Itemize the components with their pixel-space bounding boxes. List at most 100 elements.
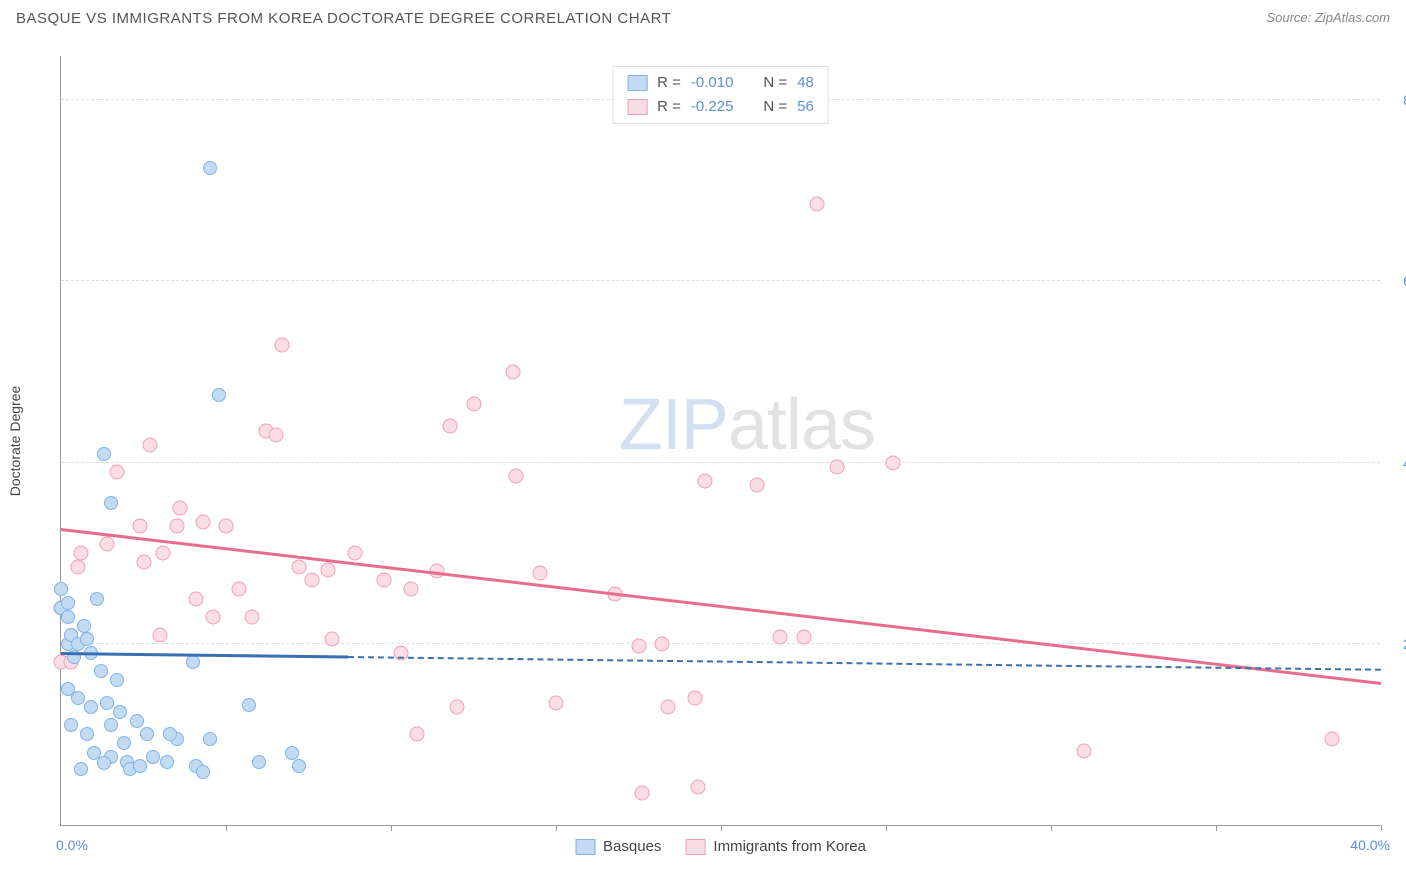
scatter-point-korea <box>169 519 184 534</box>
scatter-point-korea <box>1077 743 1092 758</box>
x-tick <box>1216 825 1217 831</box>
scatter-point-basques <box>133 759 147 773</box>
scatter-point-basques <box>61 610 75 624</box>
x-tick <box>556 825 557 831</box>
swatch-korea <box>627 99 647 115</box>
plot-area: ZIPatlas R = -0.010 N = 48 R = -0.225 N … <box>60 56 1380 826</box>
x-tick <box>391 825 392 831</box>
scatter-point-korea <box>291 559 306 574</box>
scatter-point-korea <box>450 700 465 715</box>
scatter-point-basques <box>104 496 118 510</box>
legend-row-korea: R = -0.225 N = 56 <box>627 95 814 119</box>
scatter-point-korea <box>697 473 712 488</box>
swatch-basques-icon <box>575 839 595 855</box>
scatter-point-korea <box>532 566 547 581</box>
scatter-point-basques <box>130 714 144 728</box>
scatter-point-basques <box>97 756 111 770</box>
scatter-point-basques <box>292 759 306 773</box>
scatter-point-basques <box>196 765 210 779</box>
swatch-basques <box>627 75 647 91</box>
scatter-point-korea <box>189 591 204 606</box>
x-tick <box>1381 825 1382 831</box>
scatter-point-korea <box>796 629 811 644</box>
scatter-point-basques <box>160 755 174 769</box>
scatter-point-korea <box>403 582 418 597</box>
scatter-point-korea <box>809 197 824 212</box>
scatter-point-basques <box>113 705 127 719</box>
scatter-point-basques <box>54 582 68 596</box>
scatter-point-korea <box>321 562 336 577</box>
scatter-point-basques <box>242 698 256 712</box>
scatter-point-korea <box>654 636 669 651</box>
legend-statistics: R = -0.010 N = 48 R = -0.225 N = 56 <box>612 66 829 124</box>
scatter-point-basques <box>61 596 75 610</box>
scatter-point-korea <box>110 464 125 479</box>
scatter-point-korea <box>172 500 187 515</box>
scatter-point-basques <box>97 447 111 461</box>
scatter-point-basques <box>90 592 104 606</box>
scatter-point-basques <box>203 732 217 746</box>
gridline <box>61 280 1380 281</box>
trendline-basques-solid <box>61 652 348 658</box>
scatter-point-basques <box>84 700 98 714</box>
scatter-point-basques <box>252 755 266 769</box>
scatter-point-korea <box>631 638 646 653</box>
scatter-point-basques <box>74 762 88 776</box>
scatter-point-basques <box>117 736 131 750</box>
x-min-label: 0.0% <box>56 837 88 853</box>
scatter-point-basques <box>163 727 177 741</box>
scatter-point-korea <box>885 455 900 470</box>
scatter-point-basques <box>285 746 299 760</box>
scatter-point-korea <box>466 396 481 411</box>
gridline <box>61 643 1380 644</box>
scatter-point-korea <box>410 727 425 742</box>
scatter-point-basques <box>212 388 226 402</box>
scatter-point-korea <box>690 779 705 794</box>
scatter-point-basques <box>110 673 124 687</box>
scatter-point-basques <box>80 727 94 741</box>
scatter-point-korea <box>506 365 521 380</box>
scatter-point-korea <box>156 546 171 561</box>
scatter-point-basques <box>104 718 118 732</box>
scatter-point-basques <box>140 727 154 741</box>
scatter-point-basques <box>146 750 160 764</box>
scatter-point-korea <box>133 519 148 534</box>
scatter-point-korea <box>304 573 319 588</box>
scatter-point-basques <box>80 632 94 646</box>
source-attribution: Source: ZipAtlas.com <box>1266 10 1390 25</box>
scatter-point-korea <box>136 555 151 570</box>
chart-container: Doctorate Degree ZIPatlas R = -0.010 N =… <box>50 46 1390 836</box>
swatch-korea-icon <box>685 839 705 855</box>
scatter-point-korea <box>70 559 85 574</box>
scatter-point-korea <box>153 627 168 642</box>
chart-title: BASQUE VS IMMIGRANTS FROM KOREA DOCTORAT… <box>16 10 671 27</box>
scatter-point-basques <box>77 619 91 633</box>
scatter-point-korea <box>750 478 765 493</box>
legend-row-basques: R = -0.010 N = 48 <box>627 71 814 95</box>
scatter-point-basques <box>186 655 200 669</box>
scatter-point-korea <box>634 786 649 801</box>
scatter-point-basques <box>100 696 114 710</box>
scatter-point-basques <box>203 161 217 175</box>
x-tick <box>226 825 227 831</box>
watermark: ZIPatlas <box>619 384 875 466</box>
x-tick <box>1051 825 1052 831</box>
x-max-label: 40.0% <box>1350 837 1390 853</box>
scatter-point-korea <box>219 519 234 534</box>
scatter-point-korea <box>245 609 260 624</box>
scatter-point-korea <box>661 700 676 715</box>
gridline <box>61 462 1380 463</box>
scatter-point-korea <box>324 632 339 647</box>
scatter-point-korea <box>232 582 247 597</box>
scatter-point-korea <box>773 629 788 644</box>
scatter-point-korea <box>829 460 844 475</box>
x-tick <box>721 825 722 831</box>
x-tick <box>886 825 887 831</box>
legend-item-basques: Basques <box>575 838 661 855</box>
legend-series: Basques Immigrants from Korea <box>575 838 866 855</box>
scatter-point-korea <box>347 546 362 561</box>
scatter-point-korea <box>443 419 458 434</box>
scatter-point-korea <box>549 695 564 710</box>
scatter-point-korea <box>195 514 210 529</box>
scatter-point-basques <box>64 718 78 732</box>
